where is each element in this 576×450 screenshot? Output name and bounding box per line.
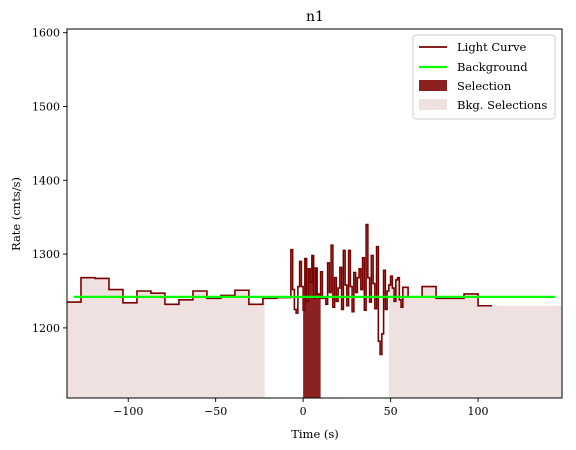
legend-bkg-selection-swatch: [419, 99, 447, 110]
x-tick-label: 0: [300, 405, 307, 418]
y-tick-label: 1600: [32, 27, 60, 40]
legend-selection-swatch: [419, 80, 447, 91]
plot-area: [67, 223, 562, 398]
y-tick-label: 1300: [32, 248, 60, 261]
x-axis-label: Time (s): [291, 427, 339, 441]
x-tick-label: −50: [204, 405, 227, 418]
legend-label: Background: [457, 60, 528, 74]
x-tick-label: 50: [384, 405, 398, 418]
x-tick-label: 100: [468, 405, 489, 418]
legend-box: [412, 34, 556, 120]
selection-fill: [303, 255, 321, 398]
legend-label: Selection: [457, 79, 512, 93]
y-tick-label: 1400: [32, 174, 60, 187]
legend: Light Curve Background Selection Bkg. Selec…: [412, 34, 556, 120]
plot-frame: [66, 28, 563, 399]
y-tick-label: 1200: [32, 322, 60, 335]
light-curve-line: [67, 223, 493, 356]
x-tick-label: −100: [113, 405, 143, 418]
legend-label: Light Curve: [457, 40, 527, 54]
y-tick-label: 1500: [32, 100, 60, 113]
bkg-selection-fill-1: [67, 277, 265, 398]
bkg-selection-fill-2: [388, 276, 562, 398]
chart-title: n1: [306, 9, 324, 25]
y-axis-label: Rate (cnts/s): [9, 177, 23, 251]
legend-label: Bkg. Selections: [457, 98, 547, 112]
